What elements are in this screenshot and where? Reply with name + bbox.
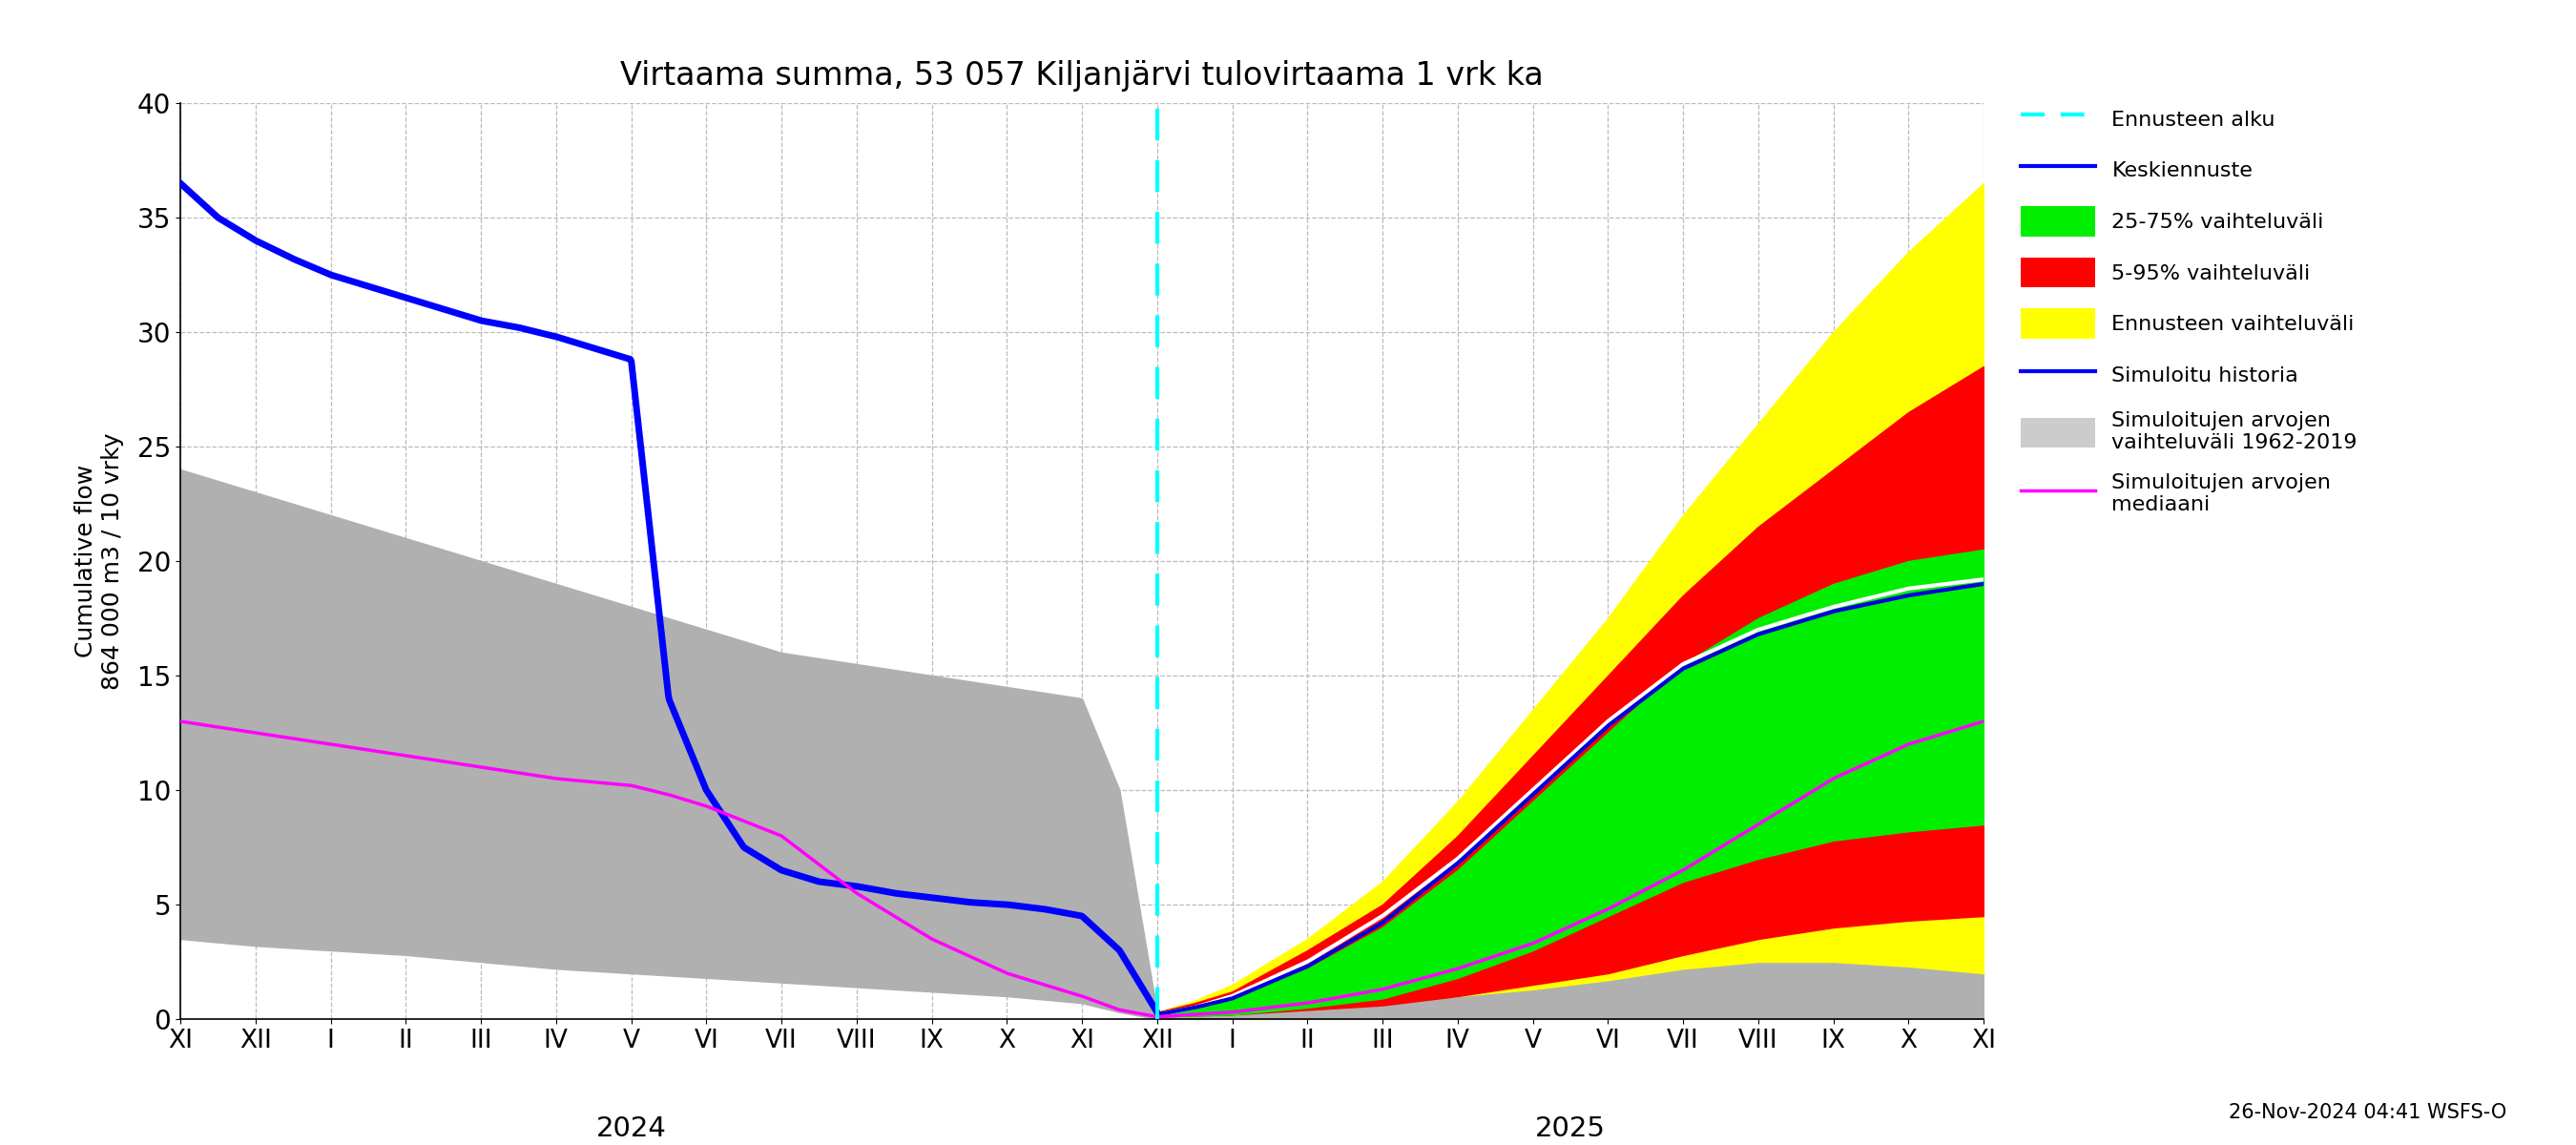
Y-axis label: Cumulative flow
864 000 m3 / 10 vrky: Cumulative flow 864 000 m3 / 10 vrky — [75, 433, 124, 689]
Text: 26-Nov-2024 04:41 WSFS-O: 26-Nov-2024 04:41 WSFS-O — [2228, 1103, 2506, 1122]
Legend: Ennusteen alku, Keskiennuste, 25-75% vaihteluväli, 5-95% vaihteluväli, Ennusteen: Ennusteen alku, Keskiennuste, 25-75% vai… — [2012, 95, 2365, 523]
Text: 2024: 2024 — [595, 1115, 667, 1142]
Text: 2025: 2025 — [1535, 1115, 1605, 1142]
Title: Virtaama summa, 53 057 Kiljanjärvi tulovirtaama 1 vrk ka: Virtaama summa, 53 057 Kiljanjärvi tulov… — [621, 60, 1543, 92]
